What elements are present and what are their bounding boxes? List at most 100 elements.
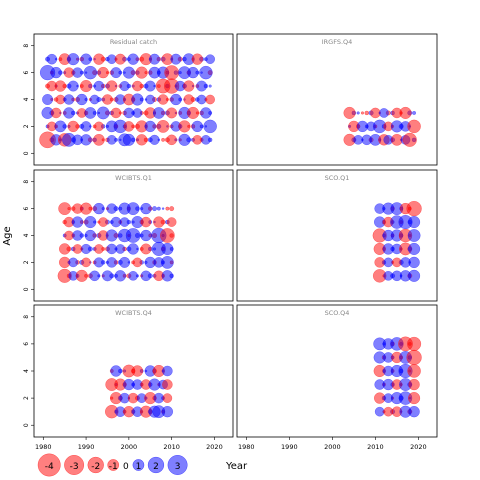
residual-bubble (383, 271, 394, 281)
residual-bubble (55, 94, 66, 105)
residual-bubble (42, 94, 53, 105)
residual-bubble (127, 243, 139, 255)
residual-bubble (110, 107, 122, 119)
residual-bubble (122, 133, 135, 146)
residual-bubble (106, 135, 117, 145)
y-tick-label: 0 (23, 151, 30, 155)
y-tick-label: 8 (23, 44, 30, 48)
y-axis-label: Age (2, 226, 13, 245)
residual-bubble (131, 365, 144, 377)
residual-bubble (364, 110, 369, 116)
residual-bubble (50, 107, 62, 119)
legend-bubble (147, 456, 165, 474)
y-tick-label: 4 (23, 97, 30, 101)
residual-bubble (89, 94, 100, 105)
residual-bubble (140, 202, 152, 215)
residual-bubble (119, 217, 130, 227)
residual-bubble (161, 270, 174, 282)
residual-bubble (71, 216, 84, 228)
residual-bubble (75, 269, 88, 282)
residual-bubble (162, 365, 173, 377)
residual-bubble (208, 84, 212, 88)
panel-sco-q1: SCO.Q1 (236, 169, 438, 302)
residual-bubble (205, 94, 215, 105)
residual-bubble (123, 107, 135, 119)
residual-bubble (166, 217, 177, 227)
residual-bubble (140, 270, 152, 282)
legend-bubble (132, 459, 145, 471)
residual-bubble (144, 120, 156, 133)
residual-bubble (162, 379, 173, 390)
residual-bubble (67, 80, 79, 92)
residual-bubble (408, 406, 420, 418)
x-tick-label: 2000 (121, 443, 138, 451)
x-tick-label: 1980 (238, 443, 255, 451)
residual-bubble (72, 244, 83, 254)
residual-bubble (187, 66, 199, 79)
residual-bubble (84, 107, 97, 119)
residual-bubble (205, 54, 215, 64)
residual-bubble (187, 106, 200, 119)
residual-bubble (406, 200, 422, 217)
y-tick-label: 4 (23, 369, 30, 373)
residual-bubble (68, 257, 79, 268)
residual-bubble (149, 134, 160, 145)
residual-bubble (135, 66, 148, 79)
residual-bubble (169, 206, 175, 212)
residual-bubble (402, 132, 417, 147)
residual-bubble (119, 81, 130, 92)
residual-bubble (201, 135, 211, 145)
legend-value-label: 3 (175, 462, 181, 472)
residual-bubble (94, 121, 104, 132)
residual-bubble (408, 392, 421, 405)
residual-bubble (399, 106, 412, 119)
residual-bubble (166, 107, 178, 119)
y-tick-label: 2 (23, 124, 30, 128)
residual-bubble (343, 106, 356, 119)
residual-bubble (98, 217, 108, 227)
residual-bubble (161, 242, 174, 255)
x-tick-label: 2010 (163, 443, 180, 451)
residual-bubble (161, 406, 174, 418)
residual-bubble (110, 216, 122, 228)
residual-bubble (379, 108, 389, 118)
residual-bubble (191, 120, 203, 133)
residual-bubble (370, 107, 381, 119)
residual-bubble (93, 257, 104, 268)
residual-bubble (407, 364, 421, 378)
residual-bubble (374, 257, 385, 268)
x-tick-label: 2020 (410, 443, 427, 451)
legend: -4 -3 -2 -1 0 1 2 3 (37, 453, 188, 477)
residual-bubble (80, 121, 92, 132)
residual-bubble (81, 257, 91, 268)
residual-bubble (408, 269, 421, 282)
residual-bubble (114, 270, 126, 282)
residual-bubble (132, 108, 143, 118)
x-tick-label: 2000 (324, 443, 341, 451)
residual-bubble (110, 67, 122, 79)
residual-bubble (83, 65, 98, 80)
residual-bubble (183, 94, 195, 105)
residual-bubble (407, 229, 421, 242)
residual-bubble (46, 53, 58, 65)
y-tick-label: 0 (23, 423, 30, 427)
residual-bubble (106, 80, 118, 92)
residual-bubble (178, 120, 191, 133)
legend-value-label: 1 (136, 462, 142, 472)
residual-bubble (145, 94, 156, 105)
residual-bubble (119, 256, 131, 268)
residual-bubble (383, 406, 394, 417)
y-tick-label: 6 (23, 71, 30, 75)
residual-bubble (392, 257, 402, 268)
residual-bubble (64, 230, 74, 241)
panel-frame (236, 169, 438, 302)
residual-bubble (72, 230, 83, 241)
residual-bubble (54, 120, 67, 133)
residual-bubble (93, 202, 105, 215)
residual-bubble (50, 66, 62, 79)
residual-bubble (84, 216, 97, 229)
residual-bubble (81, 243, 92, 254)
residual-bubble (93, 80, 105, 92)
residual-bubble (106, 243, 117, 255)
residual-bubble (122, 66, 135, 79)
